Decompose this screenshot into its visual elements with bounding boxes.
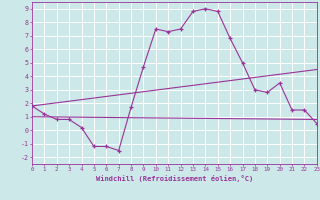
- X-axis label: Windchill (Refroidissement éolien,°C): Windchill (Refroidissement éolien,°C): [96, 175, 253, 182]
